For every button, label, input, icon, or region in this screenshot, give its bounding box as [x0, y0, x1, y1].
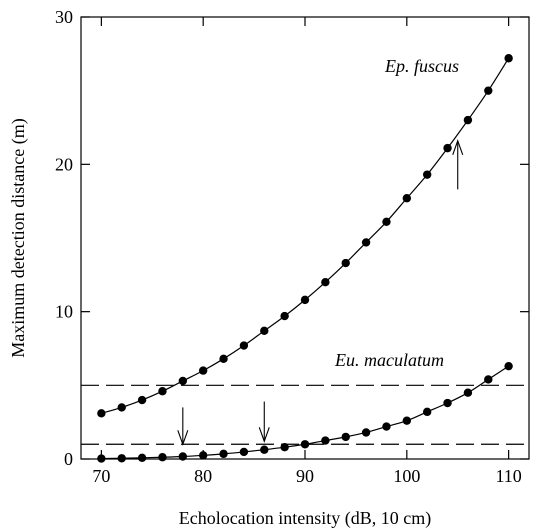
data-point	[158, 453, 167, 462]
data-point	[260, 326, 269, 336]
data-point	[239, 447, 249, 457]
data-point	[97, 454, 106, 463]
data-point	[97, 409, 106, 418]
axis-ticks: 70 80 90 100 110 0 10 20 30	[55, 7, 529, 486]
data-point	[422, 170, 432, 179]
data-point	[219, 354, 228, 364]
y-tick-label: 0	[64, 449, 73, 469]
data-point	[117, 403, 126, 412]
arrow-down-icon	[258, 427, 270, 443]
x-tick-label: 110	[495, 466, 521, 486]
y-tick-label: 20	[55, 154, 73, 174]
arrow-annotations	[177, 139, 464, 446]
data-point	[321, 278, 330, 287]
arrow-down-icon	[177, 430, 189, 446]
data-point	[341, 432, 350, 442]
data-point	[219, 449, 228, 459]
data-point	[463, 388, 473, 397]
series-layer	[97, 54, 513, 463]
y-tick-label: 10	[55, 302, 73, 322]
data-point	[484, 375, 493, 384]
data-point	[137, 453, 147, 463]
data-point	[443, 143, 452, 153]
data-point	[280, 311, 289, 321]
series-label-eu-maculatum: Eu. maculatum	[334, 350, 444, 370]
data-point	[260, 445, 269, 454]
data-point	[117, 454, 126, 463]
data-point	[402, 416, 412, 425]
data-point	[198, 451, 208, 460]
x-tick-label: 70	[92, 466, 110, 486]
data-point	[198, 366, 208, 375]
x-tick-label: 100	[393, 466, 420, 486]
data-point	[158, 387, 167, 396]
data-point	[178, 452, 188, 461]
data-point	[382, 217, 391, 226]
data-point	[239, 341, 249, 350]
data-point	[443, 398, 452, 408]
data-point	[341, 258, 350, 268]
arrow-up-icon	[452, 139, 464, 155]
data-point	[300, 440, 310, 449]
series-line-0	[101, 57, 510, 414]
data-point	[137, 395, 147, 405]
x-axis-label: Echolocation intensity (dB, 10 cm)	[179, 508, 431, 529]
plot-frame	[80, 16, 530, 460]
data-point	[484, 86, 493, 95]
y-axis-label: Maximum detection distance (m)	[8, 118, 29, 357]
x-tick-label: 80	[194, 466, 212, 486]
data-point	[382, 422, 391, 431]
data-point	[402, 194, 412, 203]
data-point	[361, 428, 371, 437]
data-point	[300, 295, 310, 305]
data-point	[504, 361, 513, 371]
data-point	[321, 436, 330, 445]
data-point	[504, 54, 513, 63]
reference-lines	[81, 384, 529, 445]
data-point	[178, 376, 188, 386]
data-point	[422, 407, 432, 417]
x-tick-label: 90	[296, 466, 314, 486]
y-tick-label: 30	[55, 7, 73, 27]
data-point	[280, 443, 289, 452]
series-label-ep-fuscus: Ep. fuscus	[384, 56, 459, 76]
data-point	[463, 115, 473, 125]
data-point	[361, 238, 371, 247]
